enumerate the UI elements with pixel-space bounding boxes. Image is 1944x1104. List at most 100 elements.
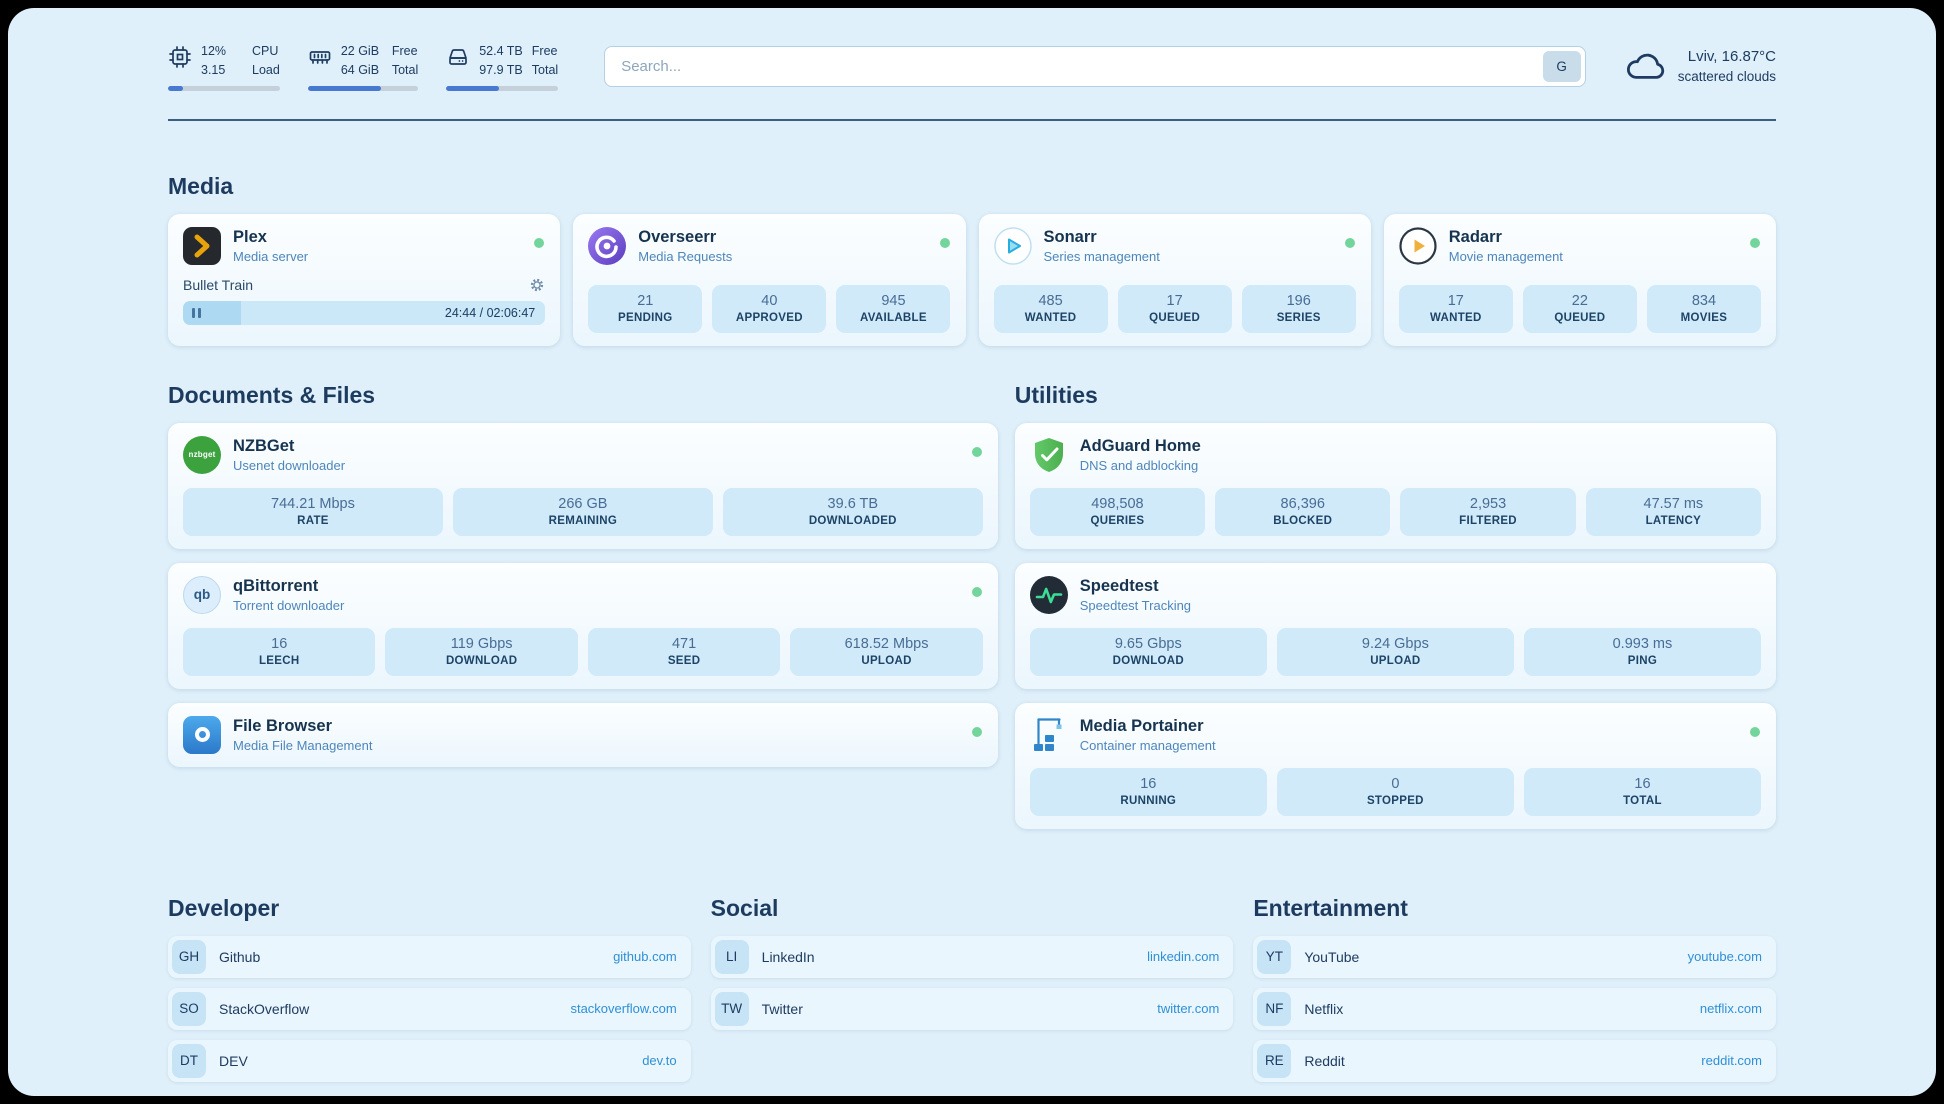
- stat-latency: 47.57 ms LATENCY: [1585, 487, 1761, 536]
- stat-value: 266 GB: [558, 495, 608, 512]
- ram-labels: Free Total: [392, 42, 418, 80]
- speedtest-card-header: Speedtest Speedtest Tracking: [1029, 575, 1761, 614]
- disk-labels: Free Total: [532, 42, 558, 80]
- stat-label: FILTERED: [1459, 514, 1517, 527]
- app-card-radarr[interactable]: Radarr Movie management 17 WANTED 22 QUE…: [1383, 213, 1776, 346]
- bookmark-dev[interactable]: DT DEV dev.to: [168, 1039, 691, 1082]
- netflix-abbr-tile: NF: [1257, 991, 1292, 1026]
- status-online-dot: [534, 237, 545, 248]
- stat-wanted: 17 WANTED: [1398, 284, 1513, 333]
- app-description: Movie management: [1448, 248, 1563, 264]
- stat-value: 16: [1634, 775, 1651, 792]
- stats-row: 16 RUNNING 0 STOPPED 16 TOTAL: [1029, 767, 1761, 816]
- cloud-icon: [1624, 45, 1666, 87]
- app-card-filebrowser[interactable]: File Browser Media File Management: [168, 702, 998, 767]
- stat-upload: 618.52 Mbps UPLOAD: [790, 627, 983, 676]
- search-input[interactable]: [604, 45, 1586, 87]
- stats-row: 21 PENDING 40 APPROVED 945 AVAILABLE: [588, 271, 951, 333]
- stat-value: 9.24 Gbps: [1361, 635, 1429, 652]
- stat-queued: 17 QUEUED: [1117, 284, 1232, 333]
- stat-series: 196 SERIES: [1241, 284, 1356, 333]
- app-card-speedtest[interactable]: Speedtest Speedtest Tracking 9.65 Gbps D…: [1014, 562, 1776, 689]
- app-name: Media Portainer: [1079, 716, 1204, 735]
- status-online-dot: [971, 446, 982, 457]
- stat-value: 0.993 ms: [1612, 635, 1673, 652]
- stat-leech: 16 LEECH: [183, 627, 376, 676]
- status-online-dot: [1749, 726, 1760, 737]
- stat-value: 22: [1571, 292, 1588, 309]
- gear-icon[interactable]: [529, 277, 545, 293]
- stat-running: 16 RUNNING: [1029, 767, 1267, 816]
- stat-value: 39.6 TB: [827, 495, 879, 512]
- filebrowser-meta: File Browser Media File Management: [233, 717, 372, 753]
- cpu-icon: [168, 45, 192, 69]
- filebrowser-ring-glyph: [194, 727, 210, 742]
- search-bar: G: [604, 45, 1586, 87]
- stat-label: RATE: [297, 514, 329, 527]
- ram-widget: 22 GiB 64 GiB Free Total: [307, 42, 419, 91]
- app-name: Overseerr: [638, 227, 717, 246]
- stat-label: STOPPED: [1366, 794, 1424, 807]
- stat-label: WANTED: [1024, 311, 1077, 324]
- youtube-abbr-tile: YT: [1257, 939, 1292, 974]
- app-card-overseerr[interactable]: Overseerr Media Requests 21 PENDING 40 A…: [573, 213, 966, 346]
- bookmark-linkedin[interactable]: LI LinkedIn linkedin.com: [710, 935, 1234, 978]
- stat-value: 618.52 Mbps: [844, 635, 929, 652]
- stat-seed: 471 SEED: [587, 627, 781, 676]
- stat-download: 119 Gbps DOWNLOAD: [385, 627, 578, 676]
- cpu-progress-fill: [168, 85, 183, 91]
- app-card-plex[interactable]: Plex Media server Bullet Train: [168, 213, 561, 346]
- qbittorrent-icon: qb: [183, 575, 221, 614]
- adguard-meta: AdGuard Home DNS and adblocking: [1080, 437, 1201, 473]
- bookmark-stackoverflow[interactable]: SO StackOverflow stackoverflow.com: [168, 987, 691, 1030]
- stats-row: 9.65 Gbps DOWNLOAD 9.24 Gbps UPLOAD 0.99…: [1029, 627, 1761, 676]
- qbittorrent-card-header: qb qBittorrent Torrent downloader: [183, 575, 983, 614]
- ram-free-value: 22 GiB: [340, 44, 380, 58]
- stat-label: MOVIES: [1680, 311, 1728, 324]
- media-section: Media Plex Media server: [168, 173, 1776, 346]
- playback-progress-fill: [183, 300, 241, 325]
- app-card-qbittorrent[interactable]: qb qBittorrent Torrent downloader 16 LEE…: [168, 562, 998, 689]
- speedtest-icon: [1029, 575, 1068, 614]
- speedtest-meta: Speedtest Speedtest Tracking: [1080, 577, 1191, 613]
- bookmark-youtube[interactable]: YT YouTube youtube.com: [1253, 935, 1776, 978]
- radarr-card-header: Radarr Movie management: [1399, 226, 1761, 265]
- stat-total: 16 TOTAL: [1523, 767, 1761, 816]
- app-card-sonarr[interactable]: Sonarr Series management 485 WANTED 17 Q…: [978, 213, 1371, 346]
- stat-label: PING: [1627, 654, 1658, 667]
- bookmark-reddit[interactable]: RE Reddit reddit.com: [1253, 1039, 1776, 1082]
- stat-label: REMAINING: [548, 514, 618, 527]
- bookmark-twitter[interactable]: TW Twitter twitter.com: [710, 987, 1234, 1030]
- bookmarks-area: Developer GH Github github.com SO StackO…: [168, 895, 1776, 1092]
- bookmark-github[interactable]: GH Github github.com: [168, 935, 691, 978]
- stat-value: 471: [671, 635, 697, 652]
- disk-progress-fill: [446, 85, 499, 91]
- ram-progress-track: [307, 85, 419, 91]
- app-description: Series management: [1043, 248, 1160, 264]
- stat-value: 119 Gbps: [450, 635, 513, 652]
- bookmark-domain: netflix.com: [1699, 1001, 1762, 1016]
- github-abbr-tile: GH: [172, 939, 206, 974]
- bookmark-name: YouTube: [1304, 948, 1360, 965]
- stats-row: 744.21 Mbps RATE 266 GB REMAINING 39.6 T…: [183, 487, 983, 536]
- developer-section-title: Developer: [168, 894, 280, 921]
- bookmark-name: LinkedIn: [761, 948, 815, 965]
- app-card-nzbget[interactable]: nzbget NZBGet Usenet downloader 744.21 M…: [168, 422, 998, 549]
- ram-values: 22 GiB 64 GiB: [341, 42, 383, 80]
- entertainment-column: Entertainment YT YouTube youtube.com NF …: [1253, 895, 1776, 1092]
- stat-value: 17: [1166, 292, 1183, 309]
- app-name: Plex: [233, 227, 267, 246]
- stat-label: DOWNLOADED: [808, 514, 897, 527]
- stat-value: 2,953: [1469, 495, 1507, 512]
- nzbget-icon: nzbget: [183, 435, 221, 474]
- pause-icon[interactable]: [192, 307, 201, 318]
- disk-label-bottom: Total: [531, 62, 559, 77]
- app-card-portainer[interactable]: Media Portainer Container management 16 …: [1014, 702, 1776, 829]
- search-engine-button[interactable]: G: [1542, 50, 1581, 82]
- bookmark-netflix[interactable]: NF Netflix netflix.com: [1253, 987, 1776, 1030]
- app-card-adguard-home[interactable]: AdGuard Home DNS and adblocking 498,508 …: [1014, 422, 1776, 549]
- filebrowser-icon: [183, 715, 221, 754]
- ram-widget-row: 22 GiB 64 GiB Free Total: [308, 42, 418, 80]
- weather-text: Lviv, 16.87°C scattered clouds: [1678, 46, 1776, 87]
- bookmark-name: Github: [219, 948, 261, 965]
